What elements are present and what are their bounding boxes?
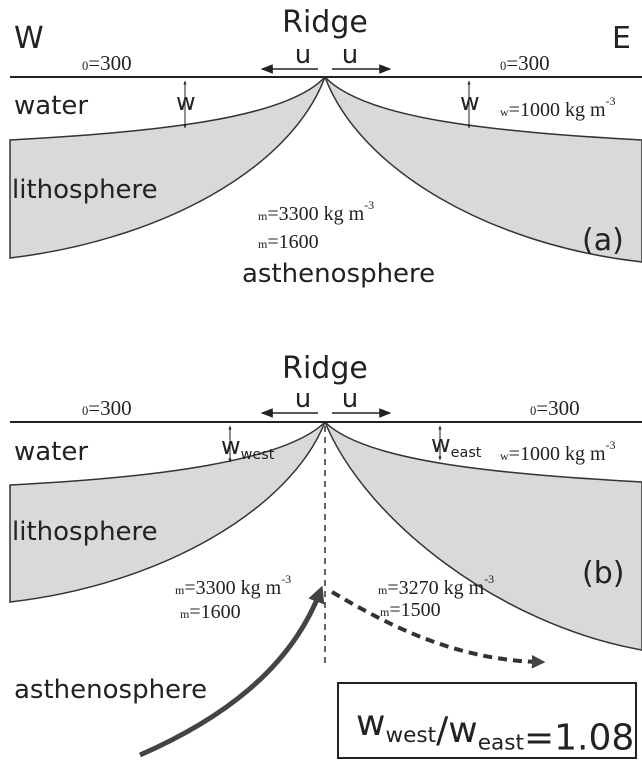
ratio-label-part: west: [385, 723, 436, 748]
water-density-part: -3: [606, 94, 616, 108]
surface-temp-part: =300: [88, 51, 131, 75]
outflow-arrow: [330, 590, 546, 669]
panel-label: (b): [582, 556, 624, 591]
lithosphere-label: lithosphere: [12, 175, 158, 205]
ridge-label: Ridge: [282, 5, 368, 40]
mantle-viscosity-part: =1600: [189, 601, 240, 623]
surface-temp-part: 0: [500, 59, 506, 73]
lithosphere-label: lithosphere: [12, 517, 158, 547]
surface-temp-part: =300: [506, 51, 549, 75]
upwelling-arrow: [138, 585, 325, 758]
mantle-viscosity-part: =1500: [389, 599, 440, 621]
depth-label-part: w: [431, 430, 451, 458]
water-label: water: [14, 91, 88, 121]
mantle-density: m=3300 kg m-3: [258, 198, 374, 225]
water-density-part: w: [500, 449, 509, 463]
ridge-label: Ridge: [282, 351, 368, 386]
u-label: u: [342, 384, 358, 414]
mantle-viscosity-part: m: [180, 607, 190, 621]
depth-label-part: w: [221, 432, 241, 460]
surface-temp-part: 0: [82, 59, 88, 73]
depth-label-part: west: [241, 447, 275, 463]
depth-label: wwest: [221, 432, 275, 463]
surface-temp: 0=300: [500, 51, 550, 75]
mantle-density: m=3270 kg m-3: [378, 572, 494, 599]
water-label: water: [14, 437, 88, 467]
ratio-label-part: =1.08: [524, 717, 634, 758]
mantle-density-part: m: [175, 583, 185, 597]
ratio-label-part: /: [436, 710, 449, 751]
mantle-density-part: -3: [281, 572, 291, 586]
mantle-viscosity-part: m: [258, 237, 268, 251]
mantle-viscosity: m=1600: [180, 601, 241, 623]
mantle-density-part: -3: [364, 198, 374, 212]
u-label: u: [295, 384, 311, 414]
ratio-label-part: w: [448, 710, 477, 751]
mantle-density-part: =3300 kg m: [267, 203, 364, 225]
surface-temp-part: =300: [88, 396, 131, 420]
water-density-part: =1000 kg m: [509, 99, 606, 121]
depth-label: weast: [431, 430, 482, 461]
surface-temp: 0=300: [82, 396, 132, 420]
water-density-part: w: [500, 105, 509, 119]
water-density-part: =1000 kg m: [509, 443, 606, 465]
ratio-label-part: w: [356, 703, 385, 744]
depth-label: w: [460, 88, 480, 116]
water-density: w=1000 kg m-3: [500, 438, 616, 465]
panel-label: (a): [582, 223, 624, 258]
asthenosphere-label: asthenosphere: [242, 259, 435, 289]
surface-temp: 0=300: [530, 396, 580, 420]
asthenosphere-label: asthenosphere: [14, 675, 207, 705]
ratio-box: [337, 682, 637, 759]
mantle-viscosity: m=1500: [380, 599, 441, 621]
surface-temp-part: 0: [530, 404, 536, 418]
mantle-density-part: m: [258, 209, 268, 223]
panel-b: [9, 408, 642, 759]
water-density-part: -3: [606, 438, 616, 452]
lithosphere-east: [324, 76, 642, 263]
lithosphere-east: [324, 421, 642, 651]
ratio-label-part: east: [478, 730, 524, 755]
surface-temp: 0=300: [82, 51, 132, 75]
mantle-density-part: =3300 kg m: [184, 577, 281, 599]
mantle-density-part: m: [378, 583, 388, 597]
depth-label-part: east: [451, 445, 482, 461]
mantle-viscosity-part: m: [380, 605, 390, 619]
west-label: W: [14, 21, 44, 56]
mantle-viscosity-part: =1600: [267, 231, 318, 253]
mantle-viscosity: m=1600: [258, 231, 319, 253]
surface-temp-part: 0: [82, 404, 88, 418]
u-label: u: [295, 40, 311, 70]
mantle-density: m=3300 kg m-3: [175, 572, 291, 599]
mantle-density-part: -3: [484, 572, 494, 586]
ratio-label: wwest/weast=1.08: [356, 703, 634, 758]
east-label: E: [612, 21, 631, 56]
mantle-density-part: =3270 kg m: [387, 577, 484, 599]
depth-label: w: [176, 88, 196, 116]
u-label: u: [342, 40, 358, 70]
water-density: w=1000 kg m-3: [500, 94, 616, 121]
surface-temp-part: =300: [536, 396, 579, 420]
panel-a: [9, 64, 642, 263]
